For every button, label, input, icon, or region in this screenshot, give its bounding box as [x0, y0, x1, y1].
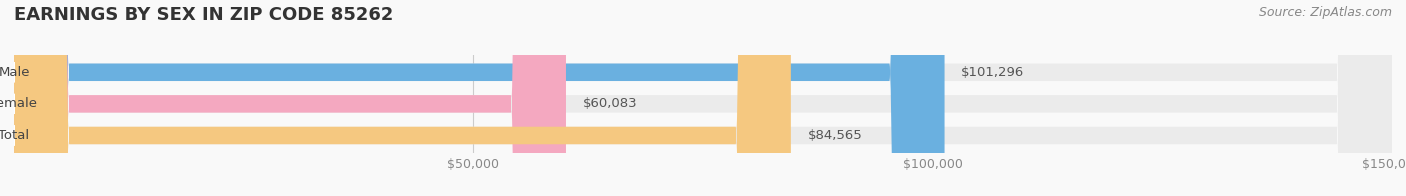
FancyBboxPatch shape [14, 0, 567, 196]
Text: Source: ZipAtlas.com: Source: ZipAtlas.com [1258, 6, 1392, 19]
Text: Male: Male [0, 66, 30, 79]
FancyBboxPatch shape [14, 0, 1392, 196]
Text: $84,565: $84,565 [807, 129, 862, 142]
Text: Total: Total [0, 129, 30, 142]
Text: Female: Female [0, 97, 38, 110]
Text: $101,296: $101,296 [962, 66, 1025, 79]
FancyBboxPatch shape [14, 0, 1392, 196]
FancyBboxPatch shape [14, 0, 1392, 196]
FancyBboxPatch shape [14, 0, 790, 196]
Text: $60,083: $60,083 [582, 97, 637, 110]
FancyBboxPatch shape [14, 0, 945, 196]
Text: EARNINGS BY SEX IN ZIP CODE 85262: EARNINGS BY SEX IN ZIP CODE 85262 [14, 6, 394, 24]
